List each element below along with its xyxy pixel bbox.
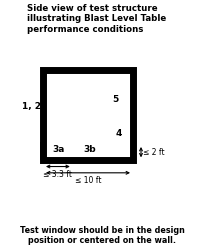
Text: 4: 4 <box>115 129 122 138</box>
Text: ≤ 10 ft: ≤ 10 ft <box>75 176 101 186</box>
Bar <box>43 70 133 160</box>
Text: ≤ 2 ft: ≤ 2 ft <box>143 148 164 157</box>
Bar <box>40 142 43 160</box>
Text: 3b: 3b <box>83 145 96 154</box>
Text: ≤ 3.3 ft: ≤ 3.3 ft <box>43 170 72 179</box>
Text: Test window should be in the design
position or centered on the wall.: Test window should be in the design posi… <box>20 226 184 245</box>
Text: 3a: 3a <box>52 145 64 154</box>
Text: Side view of test structure
illustrating Blast Level Table
performance condition: Side view of test structure illustrating… <box>27 4 166 34</box>
Text: 1, 2: 1, 2 <box>22 102 41 111</box>
Text: 5: 5 <box>112 95 118 104</box>
